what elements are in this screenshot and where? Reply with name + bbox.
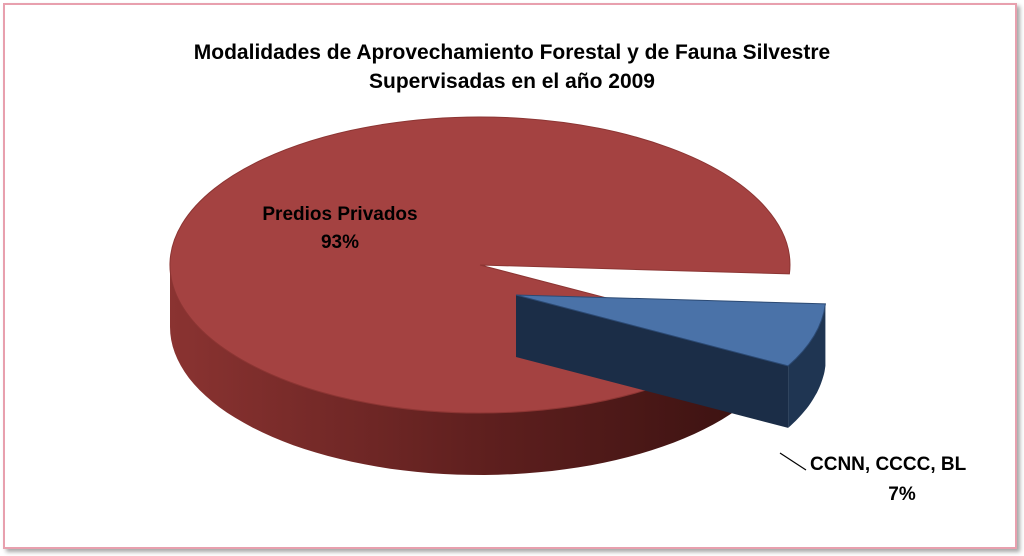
- slice-value-ccnn: 7%: [888, 484, 916, 505]
- slice-side-ccnn: [788, 303, 826, 428]
- slice-label-ccnn: CCNN, CCCC, BL: [810, 454, 967, 475]
- slice-side-predios-privados: [170, 265, 753, 475]
- slice-top-ccnn: [515, 294, 826, 367]
- slice-wall-ccnn: [516, 295, 789, 428]
- slice-value-predios-privados: 93%: [321, 232, 359, 253]
- chart-title-block: Modalidades de Aprovechamiento Forestal …: [0, 38, 1024, 96]
- slice-label-predios-privados: Predios Privados: [262, 204, 417, 225]
- chart-title: Modalidades de Aprovechamiento Forestal …: [193, 41, 831, 64]
- chart-subtitle: Supervisadas en el año 2009: [369, 70, 655, 93]
- leader-line-ccnn: [779, 452, 807, 471]
